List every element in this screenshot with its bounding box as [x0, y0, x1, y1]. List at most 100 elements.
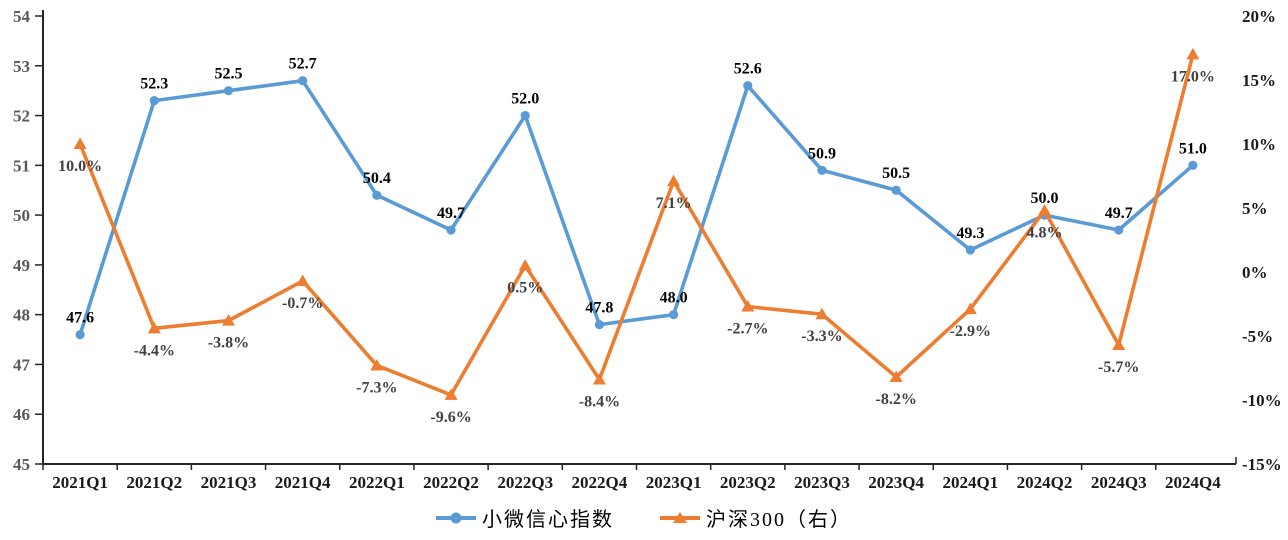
data-point-marker: [520, 110, 530, 121]
data-label: 52.3: [140, 76, 168, 93]
data-point-marker: [1186, 47, 1200, 60]
data-point-marker: [370, 358, 384, 371]
data-point-marker: [223, 86, 234, 96]
series-csi300: [73, 47, 1200, 400]
data-label: -2.7%: [727, 321, 768, 338]
data-label: -7.3%: [356, 379, 397, 396]
data-label: -2.9%: [950, 323, 991, 340]
data-label: 49.7: [1105, 205, 1133, 222]
data-label: 49.3: [956, 225, 984, 242]
series-confidence-index: [75, 76, 1198, 340]
data-point-marker: [889, 370, 903, 382]
data-point-marker: [1038, 204, 1052, 216]
data-point-marker: [444, 388, 458, 400]
x-axis-category-label: 2023Q3: [794, 473, 850, 492]
y-axis-tick-label: 45: [13, 455, 30, 474]
x-axis-category-label: 2022Q1: [349, 473, 405, 492]
chart-legend: 小微信心指数 沪深300（右）: [0, 503, 1288, 532]
data-label: 51.0: [1179, 140, 1207, 157]
x-axis-category-label: 2024Q2: [1017, 473, 1073, 492]
y-axis-tick-label: 51: [13, 156, 30, 175]
series-line: [78, 52, 1195, 397]
data-label: -3.3%: [801, 328, 842, 345]
data-point-marker: [592, 373, 606, 385]
x-axis-category-label: 2022Q3: [497, 473, 553, 492]
secondary-y-axis-tick-label: -15%: [1242, 455, 1282, 474]
data-label: -8.4%: [579, 394, 620, 411]
data-point-marker: [147, 321, 161, 334]
secondary-y-axis-tick-label: 0%: [1242, 263, 1268, 282]
x-axis-category-label: 2021Q2: [126, 473, 182, 492]
data-label: 47.8: [585, 300, 613, 317]
data-point-marker: [815, 307, 829, 320]
data-label: 50.9: [808, 145, 836, 162]
line-triangle-marker-icon: [660, 511, 700, 523]
y-axis-tick-label: 49: [13, 256, 30, 275]
x-axis-category-label: 2023Q2: [720, 473, 776, 492]
line-circle-marker-icon: [436, 512, 476, 523]
data-label: -8.2%: [875, 391, 916, 408]
data-point-marker: [1112, 338, 1126, 350]
x-axis-category-label: 2022Q4: [572, 473, 628, 492]
secondary-y-axis-tick-label: 15%: [1242, 71, 1276, 90]
secondary-y-axis-tick-label: 20%: [1242, 7, 1276, 26]
legend-item-csi300: 沪深300（右）: [660, 503, 852, 532]
data-point-marker: [741, 300, 755, 312]
data-label: 50.0: [1031, 190, 1059, 207]
x-axis-category-label: 2024Q3: [1091, 473, 1147, 492]
data-label: 4.8%: [1027, 225, 1063, 242]
data-point-marker: [296, 274, 310, 286]
secondary-y-axis-tick-label: -10%: [1242, 391, 1282, 410]
legend-label-csi300: 沪深300（右）: [706, 509, 852, 531]
x-axis-category-label: 2022Q2: [423, 473, 479, 492]
data-label: -5.7%: [1098, 359, 1139, 376]
data-point-marker: [221, 314, 235, 326]
data-label: -9.6%: [430, 409, 471, 426]
data-point-marker: [372, 190, 382, 200]
data-point-marker: [668, 310, 679, 320]
data-point-marker: [446, 225, 456, 235]
series-line: [78, 78, 1195, 337]
data-point-marker: [298, 76, 308, 86]
data-label: 52.6: [734, 61, 762, 78]
data-point-marker: [75, 329, 85, 340]
secondary-y-axis-tick-label: 10%: [1242, 135, 1276, 154]
data-label: 50.4: [363, 170, 391, 187]
data-point-marker: [743, 81, 753, 91]
data-point-marker: [965, 245, 975, 255]
data-point-marker: [817, 165, 827, 175]
data-label: -0.7%: [282, 295, 323, 312]
legend-label-confidence-index: 小微信心指数: [482, 509, 614, 531]
data-point-marker: [963, 302, 977, 315]
y-axis-tick-label: 48: [13, 306, 30, 325]
data-label: 52.5: [214, 66, 242, 83]
y-axis-tick-label: 50: [13, 206, 30, 225]
secondary-y-axis-tick-label: 5%: [1242, 199, 1268, 218]
data-point-marker: [149, 96, 159, 106]
data-label: 0.5%: [507, 280, 543, 297]
data-point-marker: [891, 185, 901, 195]
data-point-marker: [518, 259, 532, 271]
y-axis-tick-label: 46: [13, 405, 30, 424]
x-axis-category-label: 2024Q1: [942, 473, 998, 492]
x-axis-category-label: 2024Q4: [1165, 473, 1221, 492]
data-point-marker: [594, 320, 605, 330]
data-label: 17.0%: [1171, 68, 1215, 85]
y-axis-tick-label: 47: [13, 355, 31, 374]
x-axis-category-label: 2021Q1: [52, 473, 108, 492]
y-axis-tick-label: 53: [13, 57, 30, 76]
data-label: -3.8%: [208, 335, 249, 352]
data-point-marker: [667, 174, 681, 187]
data-label: 7.1%: [656, 195, 692, 212]
x-axis-category-label: 2021Q4: [275, 473, 331, 492]
data-point-marker: [73, 137, 87, 149]
axes: 45 46 47 48 49 50 51 52 53 54 -15% -10% -5% 0% 5% 10% 15…: [13, 7, 1282, 492]
data-label: 10.0%: [58, 158, 102, 175]
secondary-y-axis-tick-label: -5%: [1242, 327, 1273, 346]
legend-item-confidence-index: 小微信心指数: [436, 503, 614, 532]
y-axis-tick-label: 52: [13, 107, 30, 126]
data-label: 48.0: [660, 290, 688, 307]
y-axis-tick-label: 54: [13, 7, 31, 26]
data-point-marker: [1188, 160, 1198, 170]
